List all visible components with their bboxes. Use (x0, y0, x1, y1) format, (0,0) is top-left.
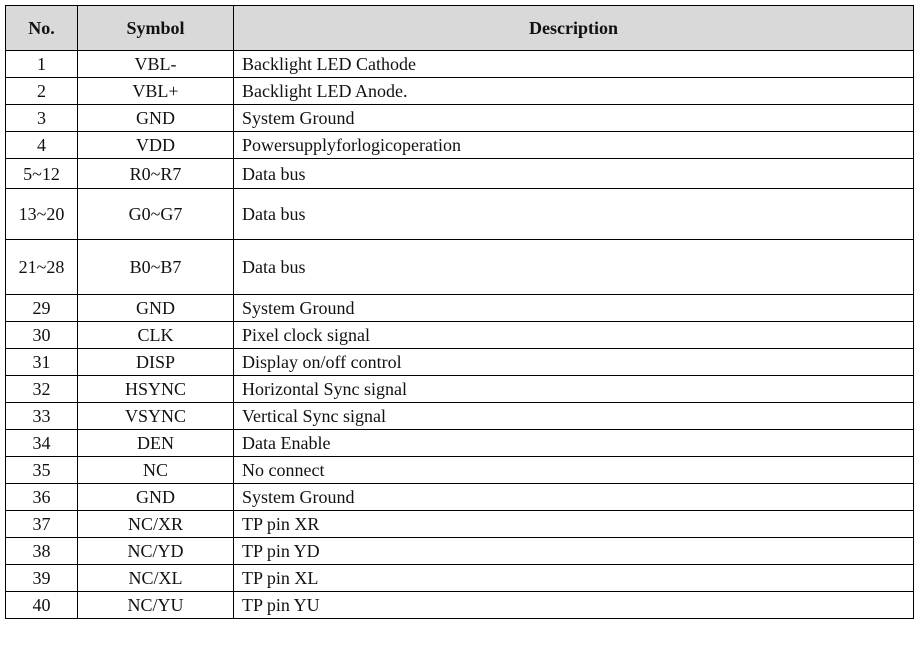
pin-number-cell: 21~28 (5, 239, 78, 295)
pin-number-cell: 33 (5, 402, 78, 430)
symbol-cell: VDD (77, 131, 234, 159)
table-row: 29 GND System Ground (5, 294, 914, 322)
table-row: 30 CLK Pixel clock signal (5, 321, 914, 349)
description-cell: TP pin XR (233, 510, 914, 538)
symbol-cell: R0~R7 (77, 158, 234, 189)
symbol-cell: NC/XL (77, 564, 234, 592)
symbol-cell: NC/YD (77, 537, 234, 565)
pin-number-cell: 38 (5, 537, 78, 565)
table-row: 4 VDD Powersupplyforlogicoperation (5, 131, 914, 159)
table-row: 31 DISP Display on/off control (5, 348, 914, 376)
table-row: 2 VBL+ Backlight LED Anode. (5, 77, 914, 105)
symbol-cell: DISP (77, 348, 234, 376)
description-cell: TP pin YU (233, 591, 914, 619)
pin-number-cell: 31 (5, 348, 78, 376)
pin-number-cell: 37 (5, 510, 78, 538)
pin-number-cell: 35 (5, 456, 78, 484)
pin-number-cell: 39 (5, 564, 78, 592)
symbol-cell: GND (77, 294, 234, 322)
symbol-cell: VBL+ (77, 77, 234, 105)
table-row: 38 NC/YD TP pin YD (5, 537, 914, 565)
pin-number-cell: 32 (5, 375, 78, 403)
description-cell: System Ground (233, 483, 914, 511)
symbol-cell: CLK (77, 321, 234, 349)
description-cell: Data Enable (233, 429, 914, 457)
pin-number-cell: 13~20 (5, 188, 78, 240)
symbol-cell: NC/XR (77, 510, 234, 538)
table-row: 21~28 B0~B7 Data bus (5, 239, 914, 295)
symbol-cell: G0~G7 (77, 188, 234, 240)
symbol-cell: HSYNC (77, 375, 234, 403)
header-cell: Description (233, 5, 914, 51)
table-row: 37 NC/XR TP pin XR (5, 510, 914, 538)
description-cell: Vertical Sync signal (233, 402, 914, 430)
pin-number-cell: 40 (5, 591, 78, 619)
pin-number-cell: 3 (5, 104, 78, 132)
header-cell: No. (5, 5, 78, 51)
description-cell: Backlight LED Anode. (233, 77, 914, 105)
table-row: 35 NC No connect (5, 456, 914, 484)
symbol-cell: B0~B7 (77, 239, 234, 295)
description-cell: Backlight LED Cathode (233, 50, 914, 78)
table-row: 1 VBL- Backlight LED Cathode (5, 50, 914, 78)
description-cell: Data bus (233, 188, 914, 240)
table-row: 39 NC/XL TP pin XL (5, 564, 914, 592)
pin-number-cell: 4 (5, 131, 78, 159)
symbol-cell: VSYNC (77, 402, 234, 430)
table-row: 3 GND System Ground (5, 104, 914, 132)
description-cell: System Ground (233, 294, 914, 322)
table-row: 13~20 G0~G7 Data bus (5, 188, 914, 240)
pin-number-cell: 30 (5, 321, 78, 349)
pin-number-cell: 1 (5, 50, 78, 78)
description-cell: TP pin XL (233, 564, 914, 592)
symbol-cell: GND (77, 483, 234, 511)
description-cell: System Ground (233, 104, 914, 132)
description-cell: Display on/off control (233, 348, 914, 376)
table-row: 5~12 R0~R7 Data bus (5, 158, 914, 189)
pin-number-cell: 5~12 (5, 158, 78, 189)
symbol-cell: NC (77, 456, 234, 484)
description-cell: Data bus (233, 158, 914, 189)
pin-number-cell: 29 (5, 294, 78, 322)
header-cell: Symbol (77, 5, 234, 51)
table-row: 32 HSYNC Horizontal Sync signal (5, 375, 914, 403)
description-cell: Pixel clock signal (233, 321, 914, 349)
pin-number-cell: 34 (5, 429, 78, 457)
symbol-cell: VBL- (77, 50, 234, 78)
pin-number-cell: 2 (5, 77, 78, 105)
table-row: 36 GND System Ground (5, 483, 914, 511)
header-row: No. Symbol Description (5, 5, 914, 51)
description-cell: TP pin YD (233, 537, 914, 565)
table-row: 34 DEN Data Enable (5, 429, 914, 457)
table-row: 40 NC/YU TP pin YU (5, 591, 914, 619)
description-cell: Powersupplyforlogicoperation (233, 131, 914, 159)
description-cell: No connect (233, 456, 914, 484)
symbol-cell: NC/YU (77, 591, 234, 619)
symbol-cell: GND (77, 104, 234, 132)
pin-number-cell: 36 (5, 483, 78, 511)
table-row: 33 VSYNC Vertical Sync signal (5, 402, 914, 430)
symbol-cell: DEN (77, 429, 234, 457)
pin-table: No. Symbol Description 1 VBL- Backlight LED … (5, 5, 914, 619)
description-cell: Horizontal Sync signal (233, 375, 914, 403)
description-cell: Data bus (233, 239, 914, 295)
